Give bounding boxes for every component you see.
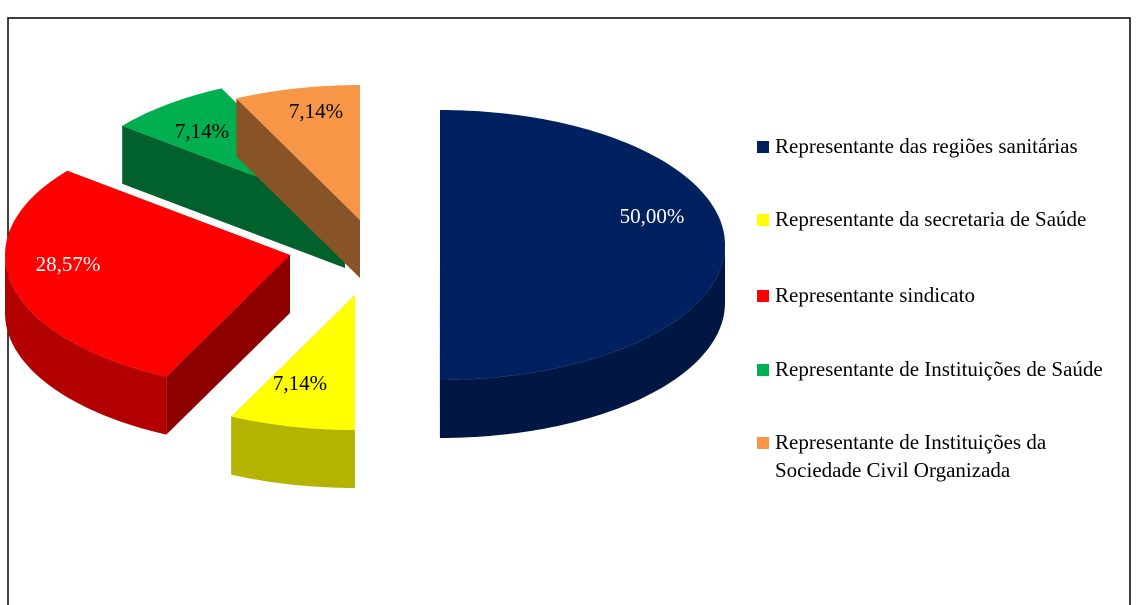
- slice-top: [439, 110, 725, 380]
- pie-slice: [231, 295, 355, 488]
- pie-slice: [5, 170, 290, 435]
- legend-swatch: [757, 214, 769, 226]
- slice-side-wall: [5, 255, 167, 435]
- slice-side-wall: [231, 416, 355, 488]
- legend-swatch: [757, 141, 769, 153]
- legend-label: Representante de Instituições da Socieda…: [775, 430, 1047, 482]
- legend-label: Representante das regiões sanitárias: [775, 134, 1078, 158]
- slice-cut-wall: [122, 125, 345, 268]
- data-label: 28,57%: [36, 252, 101, 276]
- data-label: 7,14%: [273, 371, 327, 395]
- slice-side-wall: [439, 245, 725, 438]
- legend-swatch: [757, 290, 769, 302]
- slice-top: [5, 170, 290, 377]
- pie-slice: [236, 85, 360, 279]
- data-label: 7,14%: [175, 119, 229, 143]
- data-label: 50,00%: [620, 204, 685, 228]
- legend-swatch: [757, 437, 769, 449]
- pie-slice: [439, 110, 725, 438]
- legend-label: Representante de Instituições de Saúde: [775, 357, 1103, 381]
- legend-label: Representante da secretaria de Saúde: [775, 207, 1087, 231]
- slice-cut-wall: [236, 98, 360, 279]
- legend-swatch: [757, 364, 769, 376]
- legend-label: Representante sindicato: [775, 283, 976, 307]
- slice-top: [231, 295, 355, 430]
- data-label: 7,14%: [289, 99, 343, 123]
- slice-top: [236, 85, 360, 220]
